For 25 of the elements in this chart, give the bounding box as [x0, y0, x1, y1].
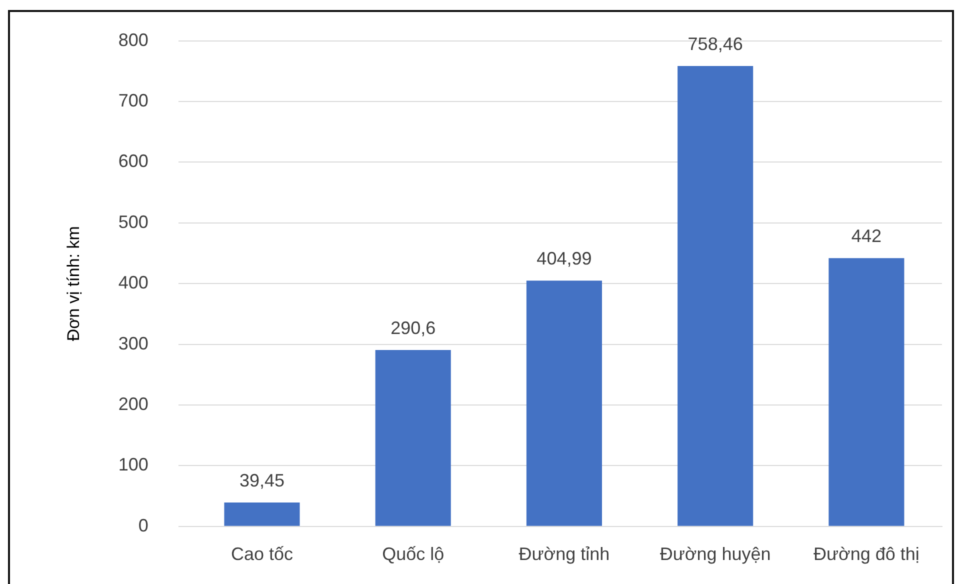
- bar: [224, 502, 300, 526]
- x-tick-label: Đường huyện: [660, 544, 771, 564]
- y-tick-label: 800: [118, 30, 148, 50]
- data-label: 404,99: [536, 248, 592, 269]
- y-tick-label: 500: [118, 212, 148, 232]
- data-label: 39,45: [239, 470, 285, 490]
- x-tick-label: Đường đô thị: [813, 544, 920, 564]
- data-label: 442: [851, 226, 882, 246]
- y-tick-label: 700: [118, 90, 148, 110]
- x-tick-label: Đường tỉnh: [518, 544, 610, 564]
- bar: [375, 350, 451, 526]
- x-tick-label: Quốc lộ: [382, 544, 444, 564]
- bar: [526, 280, 602, 526]
- y-tick-label: 400: [118, 272, 148, 293]
- y-tick-label: 200: [118, 394, 148, 414]
- bar: [828, 258, 904, 526]
- data-label: 290,6: [390, 318, 436, 338]
- y-tick-label: 600: [118, 151, 148, 172]
- y-tick-label: 0: [138, 515, 148, 536]
- x-tick-label: Cao tốc: [230, 544, 294, 564]
- y-tick-label: 300: [118, 333, 148, 354]
- data-label: 758,46: [688, 34, 743, 54]
- bar: [678, 66, 754, 526]
- y-tick-label: 100: [118, 454, 148, 475]
- y-axis-title: Đơn vị tính: km: [64, 226, 83, 342]
